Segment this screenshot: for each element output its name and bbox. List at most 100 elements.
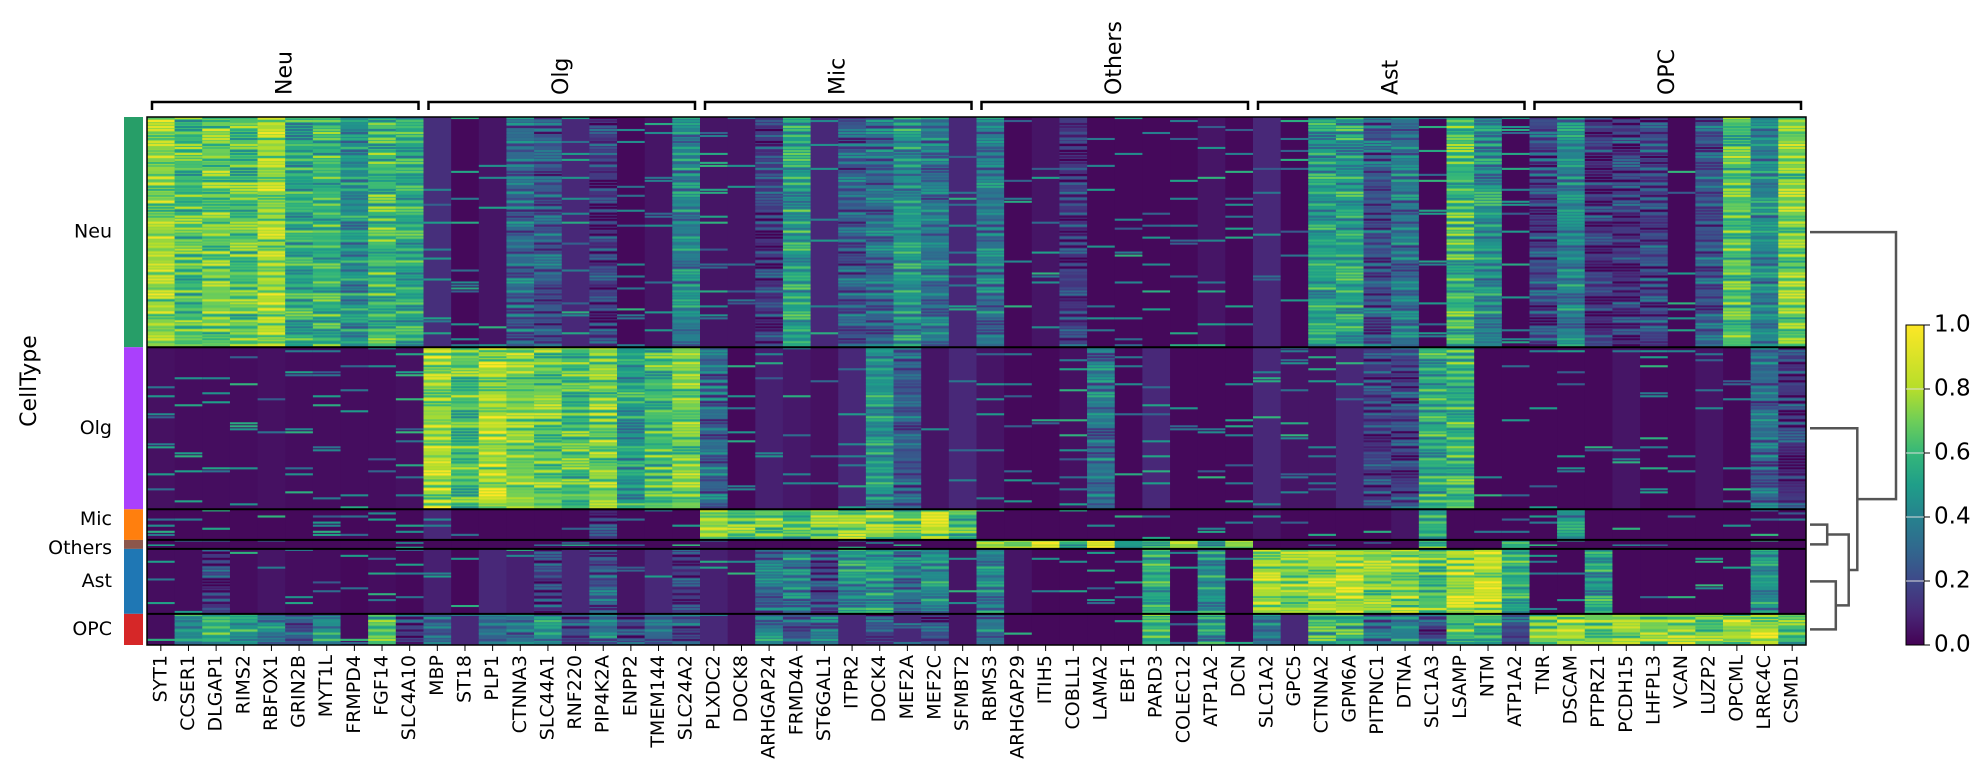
gene-label: CTNNA2 [1311,655,1333,733]
gene-label: DLGAP1 [205,655,227,731]
celltype-color-ast [124,548,143,614]
heatmap-frame [146,116,1807,646]
gene-label: TMEM144 [647,655,669,749]
gene-label: PARD3 [1145,655,1167,718]
y-axis-title: CellType [17,335,42,427]
heatmap-cell [782,539,812,550]
heatmap-cell [1059,509,1088,541]
gene-label: DCN [1228,655,1250,697]
group-label: Others [1102,21,1127,95]
colorbar [1905,324,1925,646]
gene-label: ST18 [453,655,475,703]
heatmap-cell [1004,347,1033,510]
gene-label: SLC1A2 [1255,655,1277,728]
heatmap-cell [1253,117,1282,348]
heatmap-cell [1584,539,1613,550]
heatmap-cell [1335,539,1365,550]
gene-label: RBMS3 [979,655,1001,722]
celltype-color-others [124,539,143,549]
heatmap-cell [451,613,480,645]
heatmap-cell [1557,539,1586,550]
heatmap-cell [1142,509,1171,541]
heatmap-cell [755,347,784,510]
gene-label: LUZP2 [1698,655,1720,715]
gene-axis: SYT1 CCSER1 DLGAP1 RIMS2 RBFOX1 GRIN2B MYT1L FR… [149,645,1803,759]
gene-label: LHFPL3 [1642,655,1664,725]
group-bracket [1256,100,1526,110]
heatmap-cell [1335,509,1365,541]
heatmap-cell [1225,117,1254,348]
gene-label: FRMPD4 [343,655,365,734]
heatmap-cell [368,539,397,550]
heatmap-cell [948,347,977,510]
celltype-label: Ast [82,570,112,592]
heatmap-cell [617,509,646,541]
heatmap-cell [257,539,286,550]
heatmap-cell [1170,117,1199,348]
dendrogram-link [1810,580,1838,631]
heatmap-cell [174,539,203,550]
dendrogram [1810,230,1898,631]
heatmap-cell [174,509,203,541]
gene-label: SLC44A1 [536,655,558,740]
heatmap-cell [1280,613,1309,645]
heatmap-cells [147,117,1806,645]
heatmap-cell [1004,117,1033,348]
gene-label: RNF220 [564,655,586,730]
heatmap-cell [1723,539,1752,550]
heatmap-cell [1170,509,1199,541]
gene-label: ITPR2 [841,655,863,709]
gene-label: MYT1L [315,655,337,718]
gene-label: MBP [426,655,448,696]
heatmap-cell [1031,509,1060,541]
gene-label: GPC5 [1283,655,1305,707]
celltype-color-mic [124,509,143,540]
heatmap-cell [644,117,673,348]
heatmap-cell [1114,613,1143,645]
gene-label: PCDH15 [1615,655,1637,733]
heatmap-cell [1114,509,1143,541]
gene-label: TNR [1532,655,1554,695]
heatmap-cell [1446,539,1475,550]
heatmap-cell [478,548,507,615]
heatmap-cell [1667,509,1696,541]
heatmap-cell [700,117,729,348]
celltype-color-olg [124,347,143,510]
heatmap-cell [1087,548,1116,615]
heatmap-cell [285,539,314,550]
heatmap-cell [1280,539,1309,550]
gene-label: ENPP2 [619,655,641,716]
heatmap-cell [229,548,259,615]
gene-label: DTNA [1394,655,1416,708]
gene-label: DOCK4 [868,655,890,722]
celltype-label: OPC [72,618,112,640]
heatmap-cell [1335,347,1365,510]
heatmap-cell [1225,613,1254,645]
heatmap-cell [948,539,977,550]
heatmap-cell [1142,347,1171,510]
heatmap-cell [727,613,756,645]
gene-label: ST6GAL1 [813,655,835,741]
heatmap-cell [1501,509,1530,541]
heatmap-cell [1750,539,1779,550]
gene-label: PITPNC1 [1366,655,1388,735]
gene-label: COBLL1 [1062,655,1084,730]
heatmap-cell [1446,509,1475,541]
group-bracket [703,100,973,110]
heatmap-cell [617,117,646,348]
heatmap-cell [395,548,424,615]
heatmap-cell [1197,117,1226,348]
heatmap-cell [1778,548,1806,615]
heatmap-cell [147,347,176,510]
gene-label: GRIN2B [288,655,310,728]
colorbar-axis: 0.0 0.2 0.4 0.6 0.8 1.0 [1906,312,1971,658]
heatmap-cell [478,539,507,550]
heatmap-cell [1584,509,1613,541]
heatmap-cell [1695,539,1724,550]
heatmap-cell [340,548,369,615]
heatmap-cell [285,548,314,615]
group-bracket [427,100,697,110]
row-separators [147,346,1806,615]
heatmap-cell [1170,613,1199,645]
gene-label: SLC4A10 [398,655,420,740]
